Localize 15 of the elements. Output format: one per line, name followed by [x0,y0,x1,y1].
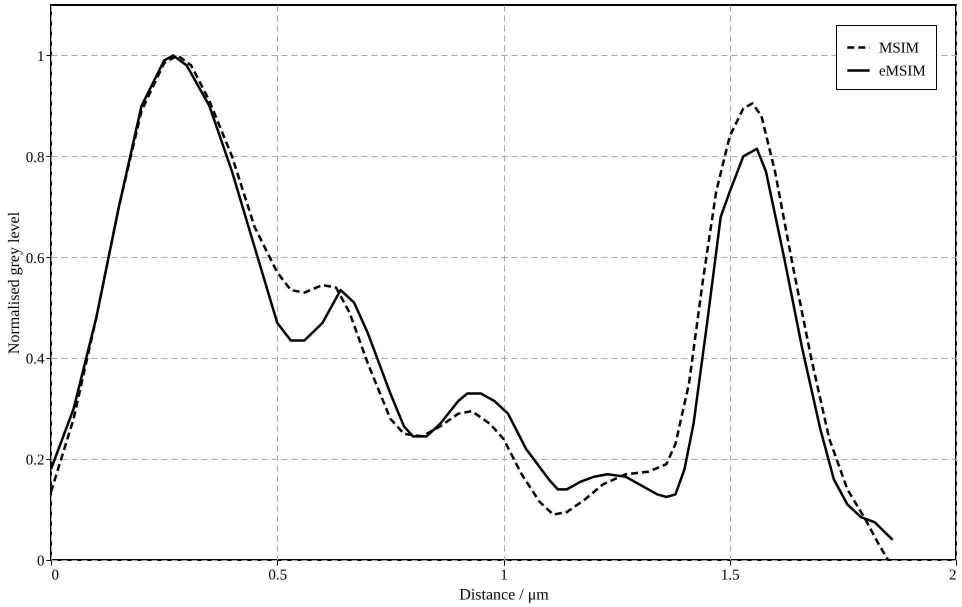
x-axis-title: Distance / μm [459,586,550,604]
y-tick-label: 0.2 [26,452,44,469]
y-tick-label: 0 [37,554,44,570]
x-tick-label: 2 [949,568,956,584]
y-tick-label: 0.8 [26,150,44,166]
x-tick-label: 1.5 [720,568,740,584]
legend-label: MSIM [879,40,920,56]
legend-label: eMSIM [879,64,926,80]
x-tick-label: 0 [52,568,59,584]
y-tick-label: 0.6 [26,250,45,267]
x-tick-label: 0.5 [268,568,288,584]
y-tick-label: 0.4 [26,352,45,368]
x-tick-label: 1 [500,568,508,584]
y-tick-label: 1 [37,48,44,65]
y-axis-title: Normalised grey level [6,211,23,354]
